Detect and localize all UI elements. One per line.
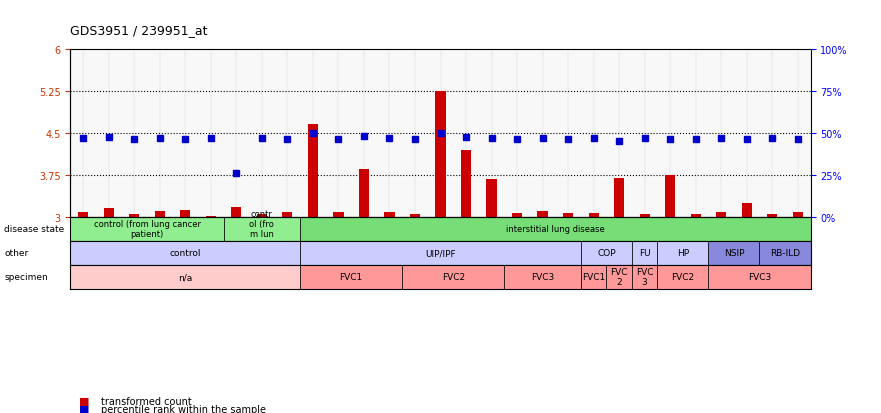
Text: interstitial lung disease: interstitial lung disease	[506, 225, 604, 234]
Bar	[537, 211, 548, 217]
Text: GDS3951 / 239951_at: GDS3951 / 239951_at	[70, 24, 208, 37]
FancyBboxPatch shape	[708, 241, 759, 265]
Bar	[640, 214, 650, 217]
Text: FVC
2: FVC 2	[611, 268, 628, 287]
Bar	[155, 211, 165, 217]
Bar	[486, 179, 497, 217]
Text: control (from lung cancer
patient): control (from lung cancer patient)	[93, 220, 201, 239]
Bar	[793, 213, 803, 217]
Text: contr
ol (fro
m lun
g trans: contr ol (fro m lun g trans	[247, 209, 277, 249]
Text: FVC3: FVC3	[531, 273, 554, 282]
FancyBboxPatch shape	[632, 265, 657, 289]
FancyBboxPatch shape	[70, 241, 300, 265]
Text: FVC3: FVC3	[748, 273, 771, 282]
FancyBboxPatch shape	[300, 217, 811, 241]
Bar	[589, 214, 599, 217]
FancyBboxPatch shape	[300, 265, 403, 289]
Bar	[665, 176, 675, 217]
FancyBboxPatch shape	[224, 217, 300, 241]
FancyBboxPatch shape	[504, 265, 581, 289]
Text: transformed count: transformed count	[101, 396, 192, 406]
Text: FVC1: FVC1	[339, 273, 363, 282]
Bar	[767, 214, 777, 217]
Text: specimen: specimen	[4, 273, 48, 282]
FancyBboxPatch shape	[70, 265, 300, 289]
Text: FVC
3: FVC 3	[636, 268, 654, 287]
Text: FVC1: FVC1	[582, 273, 605, 282]
Text: other: other	[4, 249, 29, 258]
Bar	[563, 214, 574, 217]
Text: UIP/IPF: UIP/IPF	[426, 249, 455, 258]
Text: percentile rank within the sample: percentile rank within the sample	[101, 404, 266, 413]
FancyBboxPatch shape	[581, 241, 632, 265]
Text: FVC2: FVC2	[441, 273, 465, 282]
Text: ■: ■	[79, 404, 90, 413]
Bar	[384, 213, 395, 217]
Bar	[691, 214, 700, 217]
Bar	[512, 214, 522, 217]
Bar	[742, 203, 751, 217]
Text: COP: COP	[597, 249, 616, 258]
Bar	[307, 125, 318, 217]
Text: control: control	[169, 249, 201, 258]
FancyBboxPatch shape	[70, 217, 224, 241]
Bar	[614, 178, 625, 217]
Bar	[359, 170, 369, 217]
FancyBboxPatch shape	[300, 241, 581, 265]
Text: ■: ■	[79, 396, 90, 406]
FancyBboxPatch shape	[632, 241, 657, 265]
FancyBboxPatch shape	[708, 265, 811, 289]
Text: n/a: n/a	[178, 273, 192, 282]
Bar	[410, 214, 420, 217]
Bar	[181, 211, 190, 217]
FancyBboxPatch shape	[657, 265, 708, 289]
Bar	[130, 214, 139, 217]
Bar	[435, 92, 446, 217]
FancyBboxPatch shape	[403, 265, 504, 289]
Bar	[716, 213, 726, 217]
Bar	[282, 213, 292, 217]
FancyBboxPatch shape	[606, 265, 632, 289]
Bar	[104, 209, 114, 217]
Bar	[256, 214, 267, 217]
Text: HP: HP	[677, 249, 689, 258]
Text: FU: FU	[639, 249, 650, 258]
FancyBboxPatch shape	[581, 265, 606, 289]
Text: RB-ILD: RB-ILD	[770, 249, 800, 258]
Bar	[206, 216, 216, 217]
Bar	[231, 207, 241, 217]
FancyBboxPatch shape	[657, 241, 708, 265]
Bar	[333, 213, 344, 217]
Text: disease state: disease state	[4, 225, 64, 234]
Bar	[461, 150, 471, 217]
Text: NSIP: NSIP	[723, 249, 744, 258]
Bar	[78, 213, 88, 217]
Text: FVC2: FVC2	[671, 273, 694, 282]
FancyBboxPatch shape	[759, 241, 811, 265]
